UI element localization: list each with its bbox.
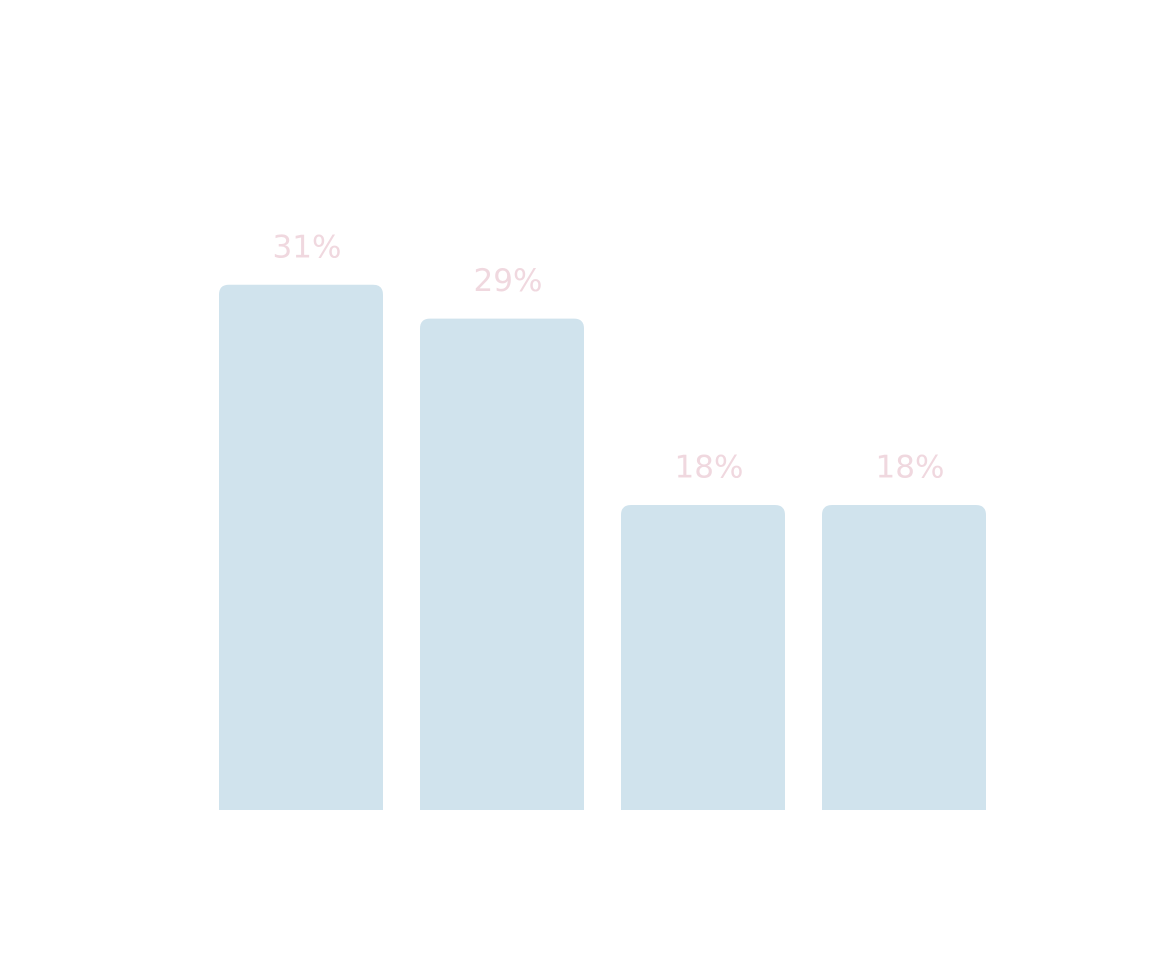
value-label: 18% (876, 450, 945, 486)
value-label: 31% (273, 229, 342, 265)
bar (219, 284, 383, 810)
bar (621, 505, 785, 810)
bar (420, 318, 584, 810)
value-label: 29% (474, 263, 543, 299)
value-label: 18% (675, 450, 744, 486)
bar (822, 505, 986, 810)
